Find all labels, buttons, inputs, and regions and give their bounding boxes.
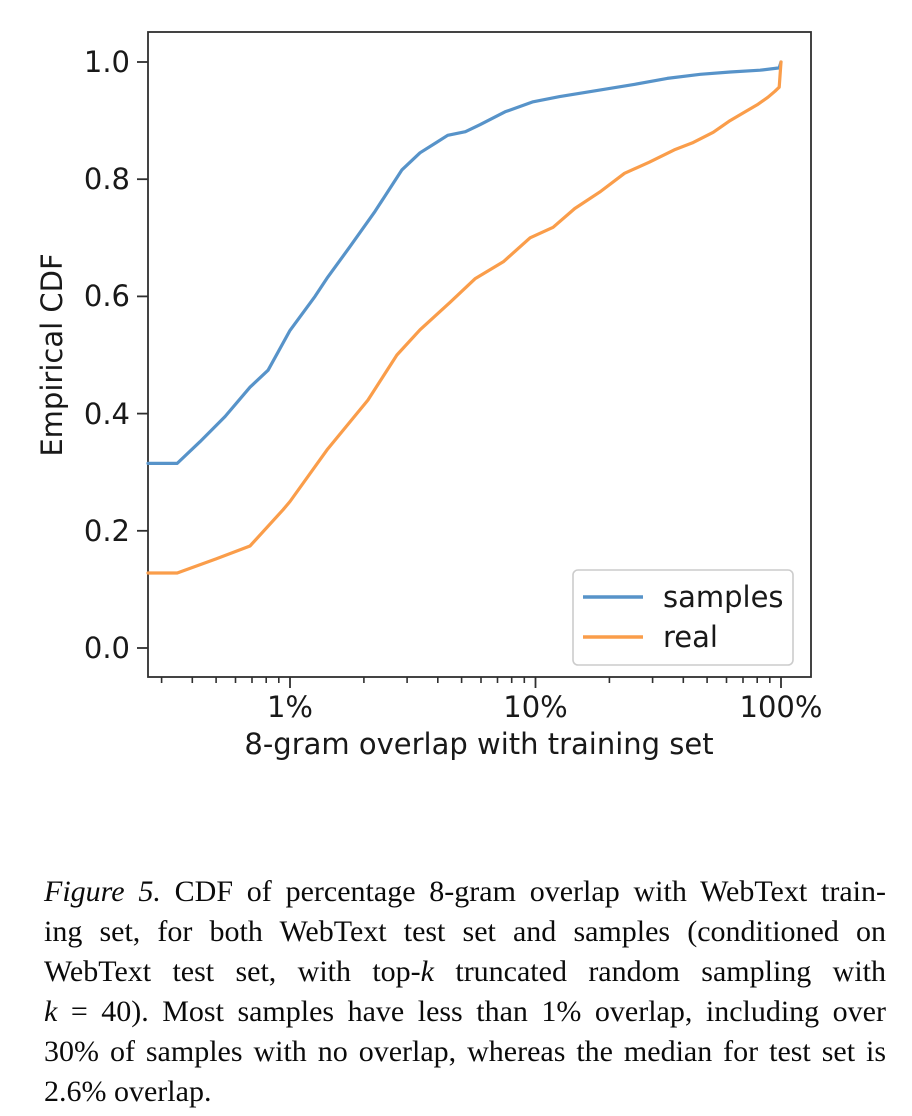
caption-text: ing set, for both WebText test set and s… — [44, 915, 886, 948]
real-curve — [146, 60, 783, 575]
x-tick-label: 1% — [267, 690, 313, 724]
caption-line: Figure 5. CDF of percentage 8-gram overl… — [44, 872, 886, 912]
caption-italic-text: k — [420, 955, 434, 988]
cdf-chart: 0.0 0.2 0.4 0.6 0.8 1.0 1% 10% 100% 8-gr… — [35, 31, 823, 761]
figure-caption: Figure 5. CDF of percentage 8-gram overl… — [44, 872, 886, 1112]
x-tick-label: 10% — [503, 690, 567, 724]
legend-label-real: real — [663, 620, 718, 654]
legend-label-samples: samples — [663, 580, 784, 614]
caption-text: truncated random sampling with — [434, 955, 886, 988]
x-axis-label: 8-gram overlap with training set — [244, 727, 713, 761]
legend: samples real — [572, 569, 794, 666]
y-tick-label: 0.4 — [84, 397, 130, 431]
y-axis-label: Empirical CDF — [35, 253, 69, 456]
y-tick-label: 0.2 — [84, 514, 130, 548]
caption-line: 2.6% overlap. — [44, 1072, 886, 1112]
x-tick-label: 100% — [740, 690, 823, 724]
caption-line: ing set, for both WebText test set and s… — [44, 912, 886, 952]
caption-italic-text: k — [44, 995, 58, 1028]
generated-plot-elements — [137, 60, 783, 688]
y-tick-label: 0.6 — [84, 279, 130, 313]
caption-text: WebText test set, with top- — [44, 955, 421, 988]
y-tick-label: 1.0 — [84, 45, 130, 79]
caption-line: 30% of samples with no overlap, whereas … — [44, 1032, 886, 1072]
caption-line: WebText test set, with top-k truncated r… — [44, 952, 886, 992]
caption-text: 30% of samples with no overlap, whereas … — [44, 1035, 886, 1068]
caption-text: = 40). Most samples have less than 1% ov… — [57, 995, 886, 1028]
caption-line: k = 40). Most samples have less than 1% … — [44, 992, 886, 1032]
plot-border — [147, 31, 812, 678]
caption-text: 2.6% overlap. — [44, 1075, 212, 1108]
samples-curve — [146, 60, 783, 465]
legend-box — [572, 569, 794, 666]
caption-italic-text: Figure 5. — [44, 875, 161, 908]
caption-text: CDF of percentage 8-gram overlap with We… — [160, 875, 886, 908]
y-tick-label: 0.8 — [84, 162, 130, 196]
y-tick-label: 0.0 — [84, 631, 130, 665]
